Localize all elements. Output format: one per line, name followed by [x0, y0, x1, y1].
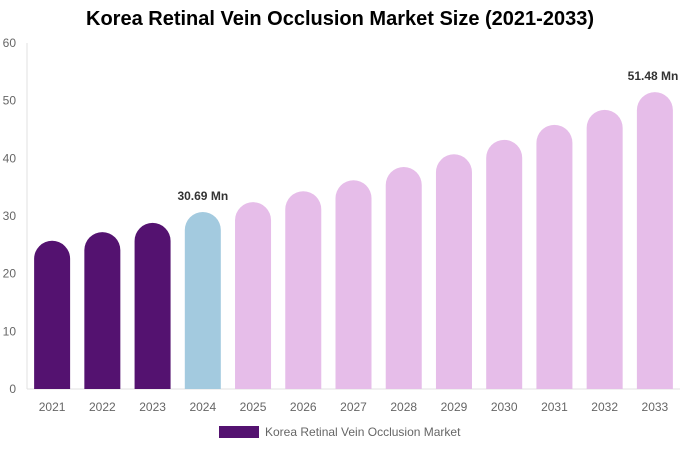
- bar-2022: [84, 232, 121, 389]
- x-tick-label: 2026: [290, 400, 317, 414]
- x-tick-label: 2024: [189, 400, 216, 414]
- legend[interactable]: Korea Retinal Vein Occlusion Market: [219, 425, 460, 439]
- x-tick-label: 2023: [139, 400, 166, 414]
- y-tick-label: 60: [3, 36, 17, 50]
- bar-2023: [134, 222, 171, 389]
- x-tick-label: 2027: [340, 400, 367, 414]
- x-tick-label: 2029: [441, 400, 468, 414]
- x-tick-label: 2032: [591, 400, 618, 414]
- x-tick-label: 2021: [39, 400, 66, 414]
- y-tick-label: 0: [9, 382, 16, 396]
- x-tick-label: 2022: [89, 400, 116, 414]
- x-tick-label: 2030: [491, 400, 518, 414]
- y-tick-label: 40: [3, 151, 17, 165]
- legend-label: Korea Retinal Vein Occlusion Market: [265, 425, 461, 439]
- bar-2025: [235, 202, 272, 389]
- bar-2030: [486, 139, 523, 389]
- legend-swatch: [219, 426, 259, 438]
- bar-2028: [385, 166, 422, 389]
- bar-2033: [636, 92, 673, 389]
- y-tick-label: 10: [3, 324, 17, 338]
- bar-2026: [285, 191, 322, 389]
- bar-2031: [536, 124, 573, 390]
- chart-title: Korea Retinal Vein Occlusion Market Size…: [86, 8, 594, 30]
- y-tick-label: 30: [3, 209, 17, 223]
- bar-2021: [34, 240, 71, 389]
- data-label: 51.48 Mn: [628, 69, 679, 83]
- x-tick-label: 2033: [642, 400, 669, 414]
- y-tick-label: 20: [3, 267, 17, 281]
- x-tick-label: 2028: [390, 400, 417, 414]
- bar-2027: [335, 180, 372, 389]
- data-label: 30.69 Mn: [177, 189, 228, 203]
- x-tick-label: 2031: [541, 400, 568, 414]
- y-tick-label: 50: [3, 94, 17, 108]
- bar-2024: [184, 212, 221, 389]
- bar-2029: [435, 154, 472, 389]
- x-tick-label: 2025: [240, 400, 267, 414]
- bar-2032: [586, 109, 623, 389]
